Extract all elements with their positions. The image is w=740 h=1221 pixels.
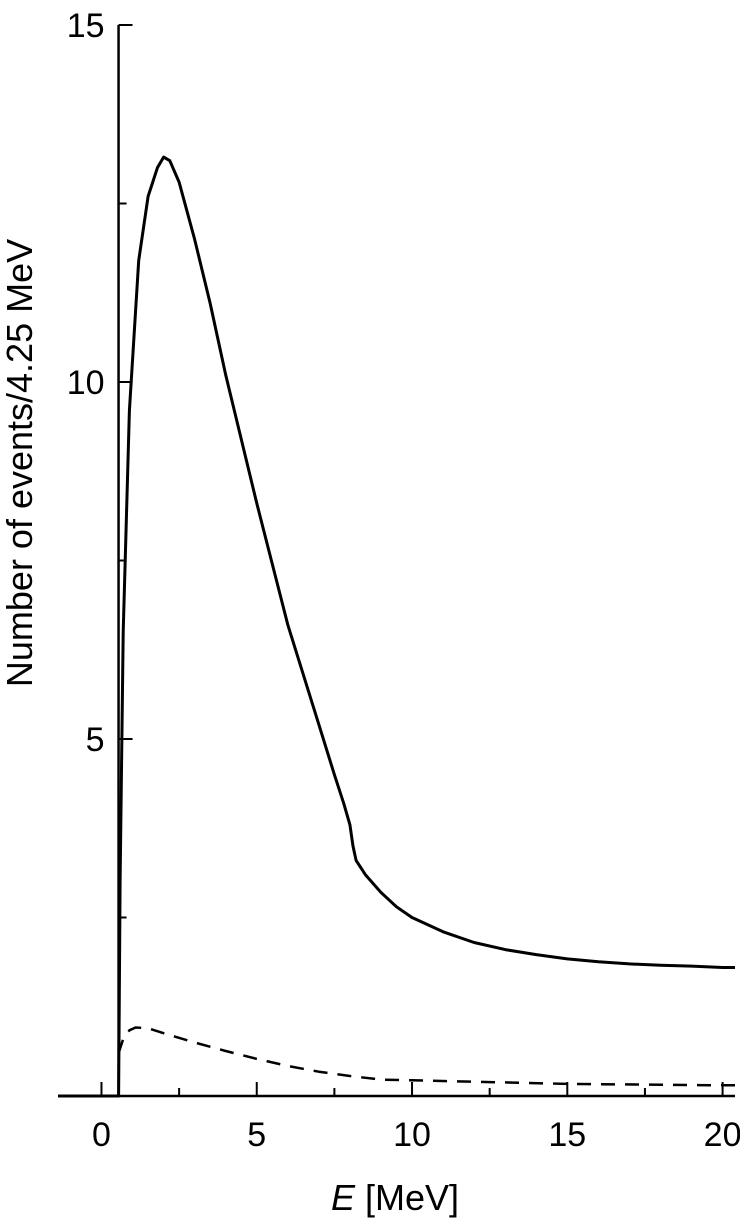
series-layer: [58, 155, 735, 1098]
x-tick-label: 20: [704, 1116, 740, 1154]
x-axis-label-unit: [MeV]: [355, 1177, 459, 1218]
y-tick-label: 15: [67, 7, 105, 45]
x-axis-label-symbol: E: [331, 1177, 356, 1218]
x-tick-label: 10: [393, 1116, 431, 1154]
y-tick-label: 5: [86, 721, 105, 759]
dashed-series-line: [117, 1026, 735, 1087]
y-axis-label: Number of events/4.25 MeV: [0, 239, 40, 687]
axes: [58, 25, 735, 1098]
x-tick-label: 15: [548, 1116, 586, 1154]
y-tick-label: 10: [67, 364, 105, 402]
x-axis-label: E [MeV]: [331, 1177, 459, 1218]
x-tick-label: 0: [92, 1116, 111, 1154]
tick-layer: 0 5 10 15 20 5 10 15: [67, 7, 740, 1154]
solid-series-line: [58, 155, 735, 1098]
x-tick-label: 5: [247, 1116, 266, 1154]
